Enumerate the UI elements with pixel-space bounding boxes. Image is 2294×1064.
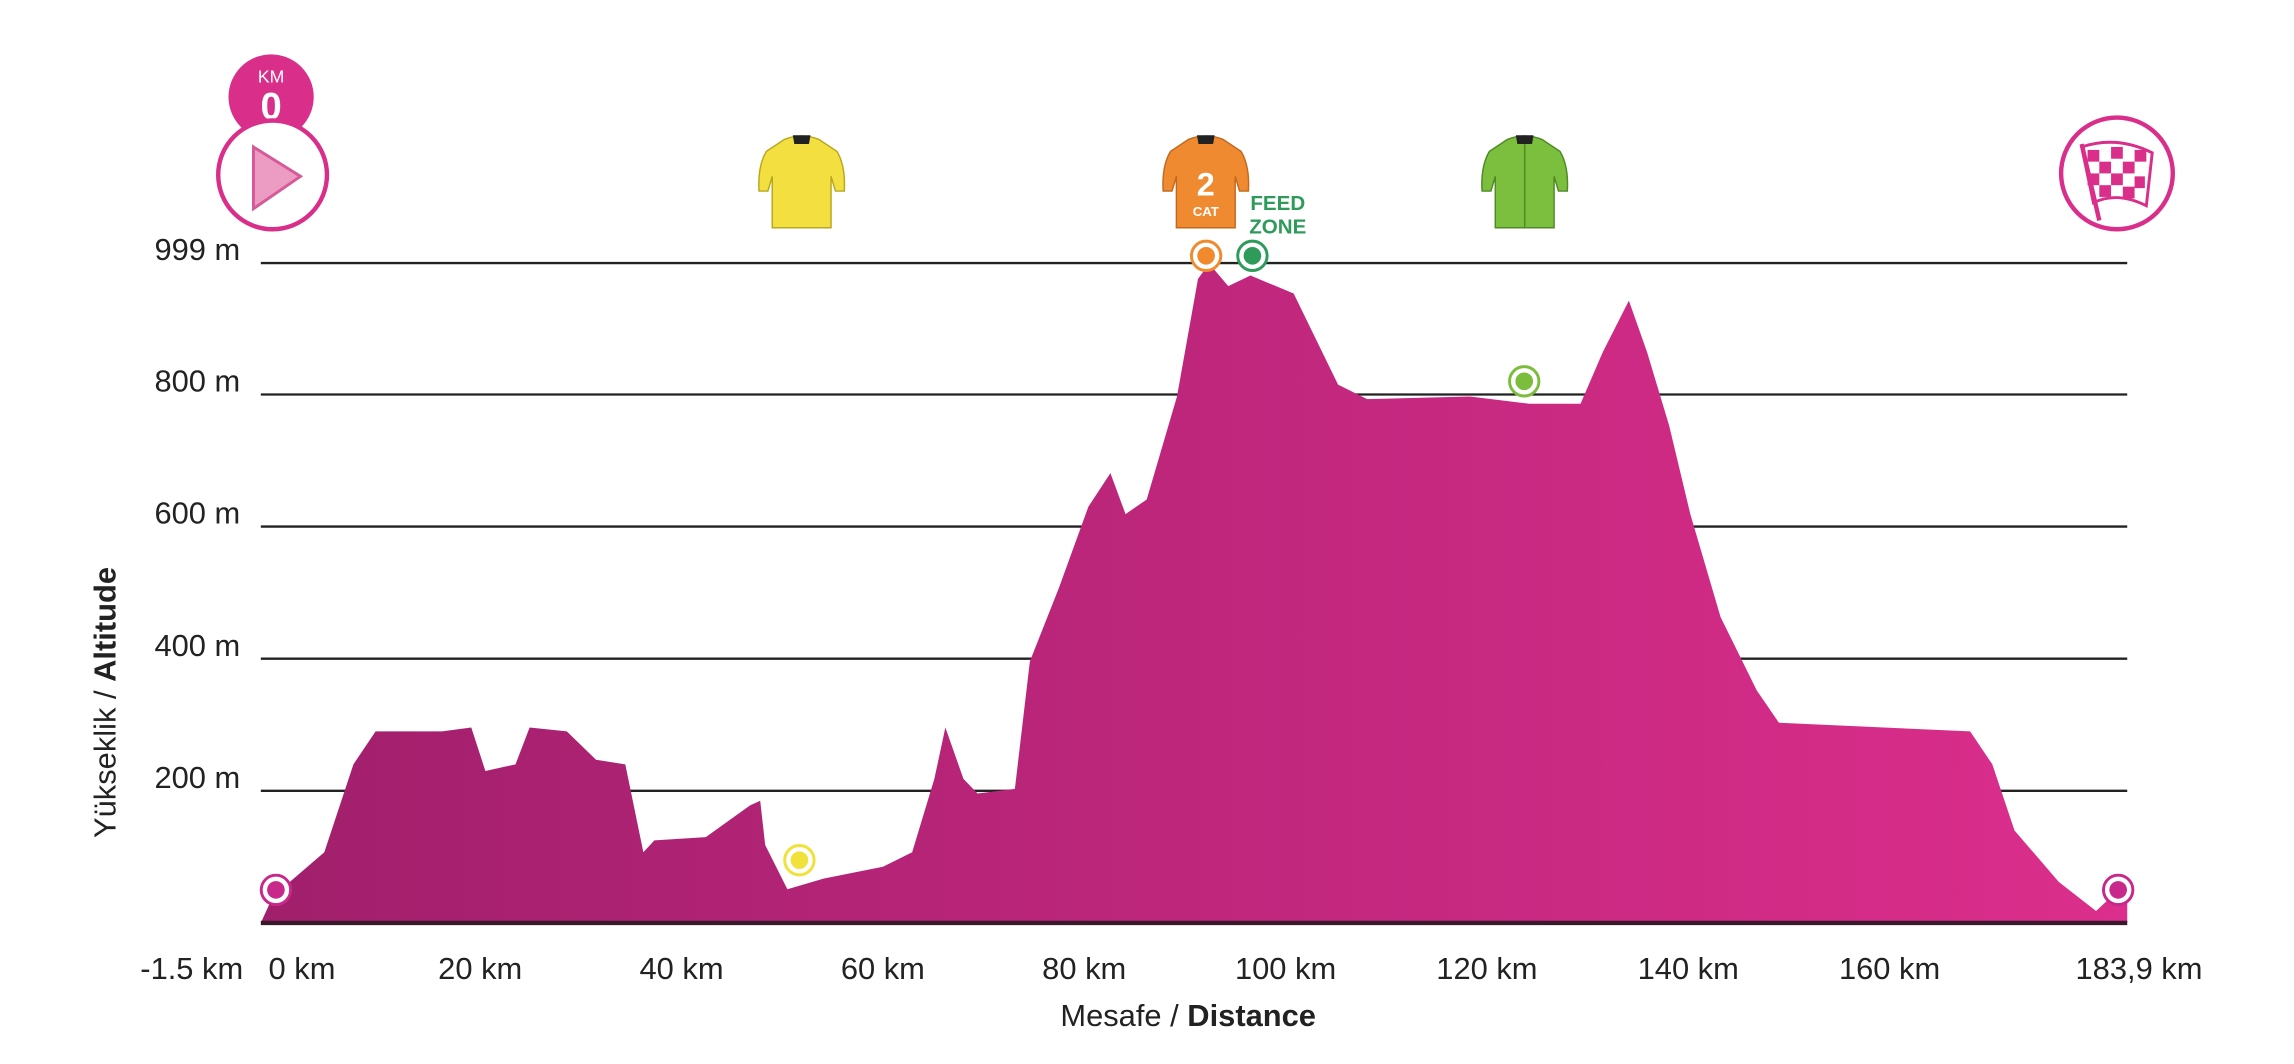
yellow-jersey-icon	[758, 135, 846, 229]
y-tick-labels: 999 m 800 m 600 m 400 m 200 m	[154, 232, 240, 795]
x-tick-label: 0 km	[269, 951, 336, 986]
svg-text:2: 2	[1197, 166, 1215, 202]
finish-flag-icon	[2058, 115, 2175, 232]
x-tick-labels: -1.5 km 0 km 20 km 40 km 60 km 80 km 100 km 120…	[140, 951, 2202, 986]
svg-text:FEED: FEED	[1250, 192, 1305, 215]
start-marker	[259, 873, 293, 907]
y-tick-label: 800 m	[154, 364, 240, 399]
feed-zone-marker	[1236, 239, 1269, 272]
x-tick-label: 140 km	[1638, 951, 1739, 986]
x-tick-label: 183,9 km	[2076, 951, 2203, 986]
route-markers	[259, 239, 2135, 907]
green-jersey-icon	[1481, 135, 1569, 229]
kom-jersey-icon: 2 CAT	[1162, 135, 1250, 229]
intermediate-sprint-marker	[783, 844, 816, 877]
y-axis-label: Yükseklik / Altitude	[87, 567, 122, 838]
x-tick-label: 120 km	[1436, 951, 1537, 986]
x-tick-label: 20 km	[438, 951, 522, 986]
x-axis-label: Mesafe / Distance	[1060, 998, 1316, 1033]
svg-text:0: 0	[260, 85, 281, 128]
x-tick-label: 60 km	[841, 951, 925, 986]
km0-badge: KM 0	[228, 54, 314, 140]
y-tick-label: 999 m	[154, 232, 240, 267]
x-tick-label: 100 km	[1235, 951, 1336, 986]
x-tick-label: 40 km	[640, 951, 724, 986]
kom-marker	[1189, 239, 1223, 272]
sprint-points-marker	[1508, 365, 1541, 398]
x-tick-label: -1.5 km	[140, 951, 243, 986]
svg-text:KM: KM	[258, 66, 284, 86]
finish-marker	[2102, 873, 2135, 907]
y-tick-label: 200 m	[154, 760, 240, 795]
y-tick-label: 400 m	[154, 628, 240, 663]
y-tick-label: 600 m	[154, 496, 240, 531]
x-tick-label: 80 km	[1042, 951, 1126, 986]
svg-text:ZONE: ZONE	[1249, 216, 1306, 239]
feed-zone-label: FEED ZONE	[1249, 192, 1306, 239]
svg-text:CAT: CAT	[1193, 204, 1219, 219]
start-play-icon	[216, 118, 330, 232]
x-tick-label: 160 km	[1839, 951, 1940, 986]
elevation-area	[260, 263, 2128, 923]
